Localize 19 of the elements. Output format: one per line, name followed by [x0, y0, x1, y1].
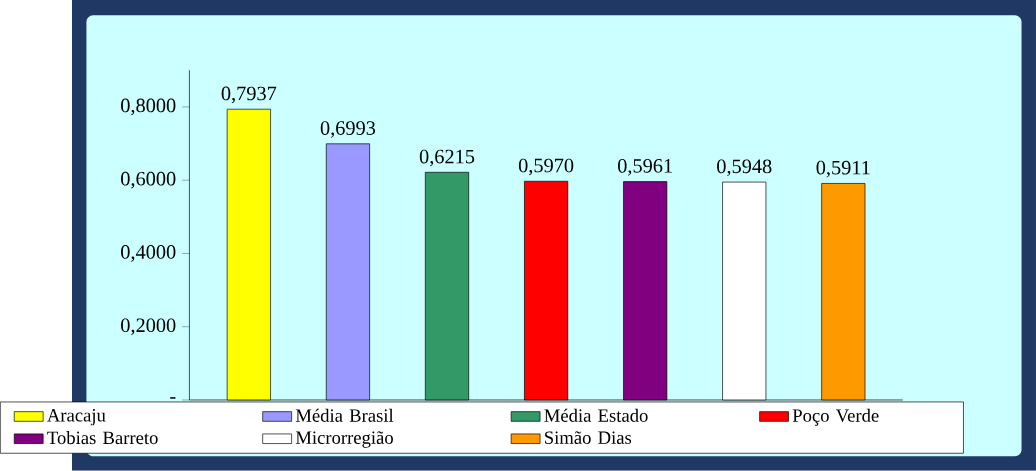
data-label: 0,6215 — [419, 149, 475, 167]
data-label: 0,5911 — [816, 160, 870, 178]
data-label: 0,7937 — [221, 86, 277, 104]
data-label: 0,6993 — [320, 121, 376, 138]
legend-label: Aracaju — [47, 409, 106, 426]
y-tick-label: 0,4000 — [121, 245, 176, 262]
data-label: 0,5961 — [618, 159, 672, 176]
legend-label: Média Brasil — [295, 408, 394, 422]
legend-label: Média Estado — [544, 408, 648, 422]
y-tick-label: - — [170, 397, 176, 399]
y-tick-label: 0,8000 — [121, 98, 176, 116]
legend-label: Tobias Barreto — [47, 431, 158, 445]
legend-label: Simão Dias — [545, 431, 632, 445]
legend-label: Poço Verde — [792, 408, 879, 426]
data-label: 0,5970 — [518, 158, 574, 176]
y-tick-label: 0,6000 — [121, 171, 176, 189]
y-tick-label: 0,2000 — [121, 318, 176, 336]
data-label: 0,5948 — [717, 159, 772, 177]
legend-label: Microrregião — [295, 431, 393, 448]
